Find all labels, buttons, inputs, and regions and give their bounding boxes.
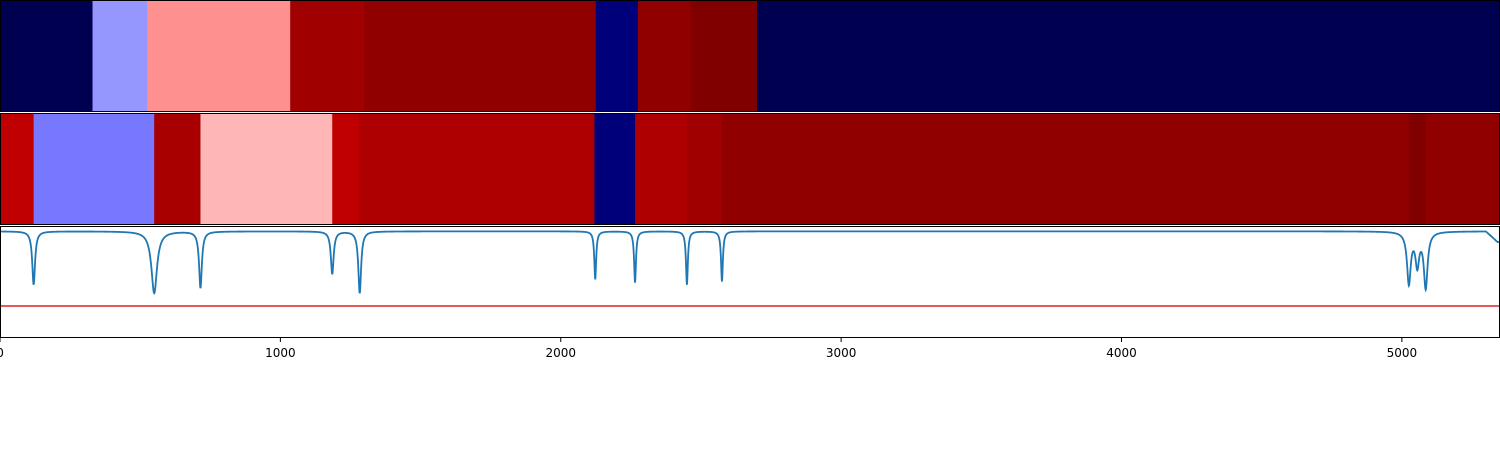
heatmap-1-segment-1 [92, 0, 148, 112]
x-tick-label: 2000 [545, 346, 576, 360]
heatmap-2-segment-1 [33, 113, 155, 225]
heatmap-2-segment-6 [594, 113, 636, 225]
signal-line [0, 230, 1500, 295]
heatmap-2-segment-7 [635, 113, 688, 225]
heatmap-1-segment-0 [0, 0, 94, 112]
heatmap-2-segment-11 [1425, 113, 1500, 225]
heatmap-2-segment-3 [200, 113, 333, 225]
heatmap-2-segment-8 [686, 113, 723, 225]
heatmap-panel-1 [0, 0, 1500, 112]
x-axis: 0 1000 2000 3000 4000 5000 [0, 338, 1417, 360]
line-panel [0, 226, 1500, 338]
heatmap-1-segment-6 [637, 0, 692, 112]
heatmap-panel-2 [0, 113, 1500, 225]
heatmap-2-segment-5 [358, 113, 595, 225]
x-tick-label: 0 [0, 346, 4, 360]
heatmap-2-segment-0 [0, 113, 35, 225]
heatmap-1-segment-4 [364, 0, 597, 112]
heatmap-1-segment-3 [290, 0, 365, 112]
heatmap-1-segment-5 [595, 0, 639, 112]
x-tick-label: 1000 [265, 346, 296, 360]
heatmap-2-segment-9 [721, 113, 1410, 225]
heatmap-1-segment-2 [147, 0, 291, 112]
heatmap-1-segment-7 [691, 0, 758, 112]
heatmap-2-segment-2 [154, 113, 201, 225]
heatmap-2-segment-10 [1408, 113, 1427, 225]
x-tick-label: 3000 [826, 346, 857, 360]
x-tick-label: 5000 [1387, 346, 1418, 360]
line-panel-frame [0, 226, 1500, 338]
heatmap-1-segment-8 [757, 0, 1500, 112]
x-tick-label: 4000 [1106, 346, 1137, 360]
heatmap-2-segment-4 [332, 113, 360, 225]
